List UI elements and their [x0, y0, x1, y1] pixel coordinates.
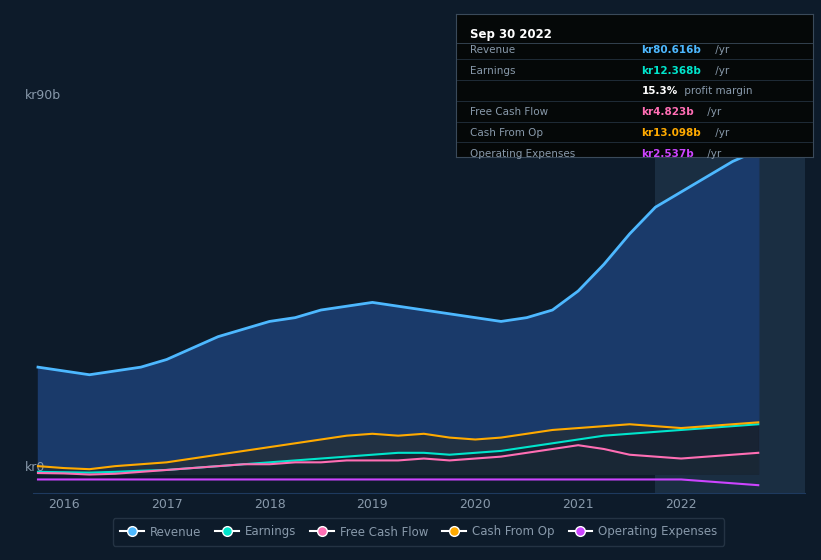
- Text: kr12.368b: kr12.368b: [641, 66, 701, 76]
- Legend: Revenue, Earnings, Free Cash Flow, Cash From Op, Operating Expenses: Revenue, Earnings, Free Cash Flow, Cash …: [113, 519, 724, 545]
- Text: kr2.537b: kr2.537b: [641, 149, 694, 159]
- Text: /yr: /yr: [712, 128, 729, 138]
- Text: Earnings: Earnings: [470, 66, 516, 76]
- Text: Operating Expenses: Operating Expenses: [470, 149, 576, 159]
- Text: Sep 30 2022: Sep 30 2022: [470, 28, 552, 41]
- Text: /yr: /yr: [712, 45, 729, 55]
- Text: 15.3%: 15.3%: [641, 86, 677, 96]
- Text: kr4.823b: kr4.823b: [641, 108, 694, 117]
- Text: kr13.098b: kr13.098b: [641, 128, 701, 138]
- Bar: [655, 112, 805, 493]
- Text: kr0: kr0: [25, 461, 45, 474]
- Text: Free Cash Flow: Free Cash Flow: [470, 108, 548, 117]
- Text: Cash From Op: Cash From Op: [470, 128, 543, 138]
- Text: /yr: /yr: [704, 149, 722, 159]
- Text: kr80.616b: kr80.616b: [641, 45, 701, 55]
- Text: profit margin: profit margin: [681, 86, 752, 96]
- Text: kr90b: kr90b: [25, 89, 62, 102]
- Text: Revenue: Revenue: [470, 45, 515, 55]
- Text: /yr: /yr: [712, 66, 729, 76]
- Text: /yr: /yr: [704, 108, 722, 117]
